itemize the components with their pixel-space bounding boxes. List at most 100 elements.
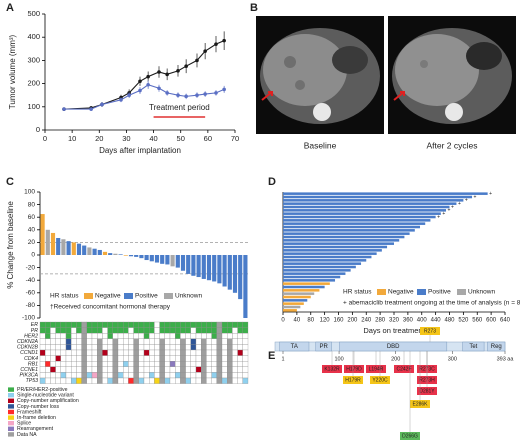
mutation-label: D281Y bbox=[419, 389, 435, 395]
heatmap-cell bbox=[55, 344, 61, 351]
heatmap-cell bbox=[138, 344, 145, 351]
heatmap-cell bbox=[159, 344, 165, 351]
heatmap-cell bbox=[154, 338, 160, 345]
heatmap-cell bbox=[185, 344, 191, 351]
heatmap-cell bbox=[237, 361, 243, 367]
heatmap-cell bbox=[107, 327, 113, 334]
heatmap-cell bbox=[211, 333, 217, 339]
legend-label: Positive bbox=[428, 289, 451, 296]
legend-label: Positive bbox=[135, 293, 158, 300]
heatmap-cell bbox=[185, 349, 191, 356]
heatmap-cell bbox=[138, 321, 145, 328]
heatmap-cell bbox=[76, 333, 82, 339]
heatmap-cell bbox=[227, 349, 233, 356]
heatmap-cell bbox=[60, 372, 67, 379]
x-tick-label: 10 bbox=[68, 134, 76, 143]
bar bbox=[283, 259, 367, 262]
heatmap-cell bbox=[102, 377, 108, 384]
heatmap-cell bbox=[221, 344, 228, 351]
heatmap-cell bbox=[175, 338, 181, 345]
heatmap-cell bbox=[175, 377, 181, 384]
data-point bbox=[100, 102, 104, 107]
heatmap-cell bbox=[190, 355, 197, 362]
bar bbox=[134, 255, 139, 257]
data-point bbox=[146, 82, 150, 87]
heatmap-cell bbox=[60, 377, 67, 384]
heatmap-cell bbox=[107, 338, 113, 345]
heatmap-cell bbox=[133, 327, 139, 334]
domain-label: Reg bbox=[491, 344, 502, 350]
heatmap-cell bbox=[71, 344, 77, 351]
heatmap-cell bbox=[211, 349, 217, 356]
heatmap-cell bbox=[154, 344, 160, 351]
heatmap-cell bbox=[143, 344, 150, 351]
heatmap-cell bbox=[232, 327, 238, 334]
heatmap-cell bbox=[169, 366, 176, 373]
heatmap-cell bbox=[164, 377, 171, 384]
heatmap-cell bbox=[117, 333, 124, 339]
heatmap-cell bbox=[76, 366, 82, 373]
gene-label: ER bbox=[31, 322, 38, 328]
bar bbox=[61, 239, 66, 255]
heatmap-cell bbox=[143, 372, 150, 379]
heatmap-cell bbox=[143, 349, 150, 356]
heatmap-cell bbox=[50, 366, 56, 373]
heatmap-cell bbox=[39, 372, 46, 379]
heatmap-cell bbox=[71, 333, 77, 339]
heatmap-cell bbox=[190, 377, 197, 384]
heatmap-cell bbox=[221, 338, 228, 345]
heatmap-cell bbox=[50, 333, 56, 339]
heatmap-cell bbox=[117, 355, 124, 362]
heatmap-cell bbox=[102, 344, 108, 351]
heatmap-cell bbox=[39, 355, 46, 362]
heatmap-cell bbox=[107, 333, 113, 339]
heatmap-cell bbox=[81, 349, 87, 356]
heatmap-cell bbox=[50, 372, 56, 379]
heatmap-cell bbox=[112, 321, 119, 328]
heatmap-cell bbox=[102, 355, 108, 362]
heatmap-cell bbox=[164, 372, 171, 379]
heatmap-cell bbox=[221, 327, 228, 334]
legend-title: HR status bbox=[50, 293, 79, 300]
heatmap-cell bbox=[76, 349, 82, 356]
heatmap-cell bbox=[133, 349, 139, 356]
heatmap-cell bbox=[195, 372, 202, 379]
heatmap-cell bbox=[216, 361, 223, 367]
heatmap-cell bbox=[227, 361, 233, 367]
bar bbox=[283, 242, 394, 245]
panel-letter: B bbox=[250, 2, 258, 14]
heatmap-cell bbox=[180, 349, 186, 356]
heatmap-cell bbox=[232, 361, 238, 367]
bar bbox=[283, 299, 308, 302]
y-tick-label: 0 bbox=[31, 252, 35, 259]
heatmap-cell bbox=[164, 349, 171, 356]
heatmap-cell bbox=[133, 377, 139, 384]
y-tick-label: -20 bbox=[26, 264, 36, 271]
heatmap-cell bbox=[227, 366, 233, 373]
legend-swatch bbox=[8, 432, 14, 437]
heatmap-cell bbox=[60, 327, 67, 334]
position-label: 100 bbox=[334, 356, 343, 362]
heatmap-cell bbox=[50, 377, 56, 384]
heatmap-cell bbox=[45, 355, 51, 362]
bar bbox=[283, 289, 320, 292]
heatmap-cell bbox=[164, 344, 171, 351]
bar bbox=[222, 255, 227, 287]
heatmap-cell bbox=[185, 377, 191, 384]
ongoing-marker: + bbox=[448, 208, 451, 214]
heatmap-cell bbox=[159, 338, 165, 345]
heatmap-cell bbox=[81, 355, 87, 362]
bar bbox=[160, 255, 165, 264]
heatmap-cell bbox=[154, 361, 160, 367]
heatmap-cell bbox=[76, 377, 82, 384]
heatmap-cell bbox=[227, 327, 233, 334]
heatmap-cell bbox=[221, 321, 228, 328]
y-tick-label: 0 bbox=[36, 125, 40, 134]
x-tick-label: 0 bbox=[43, 134, 47, 143]
heatmap-cell bbox=[221, 355, 228, 362]
heatmap-cell bbox=[169, 344, 176, 351]
heatmap-cell bbox=[175, 349, 181, 356]
heatmap-cell bbox=[60, 355, 67, 362]
y-tick-label: 100 bbox=[24, 189, 35, 196]
heatmap-cell bbox=[65, 355, 72, 362]
